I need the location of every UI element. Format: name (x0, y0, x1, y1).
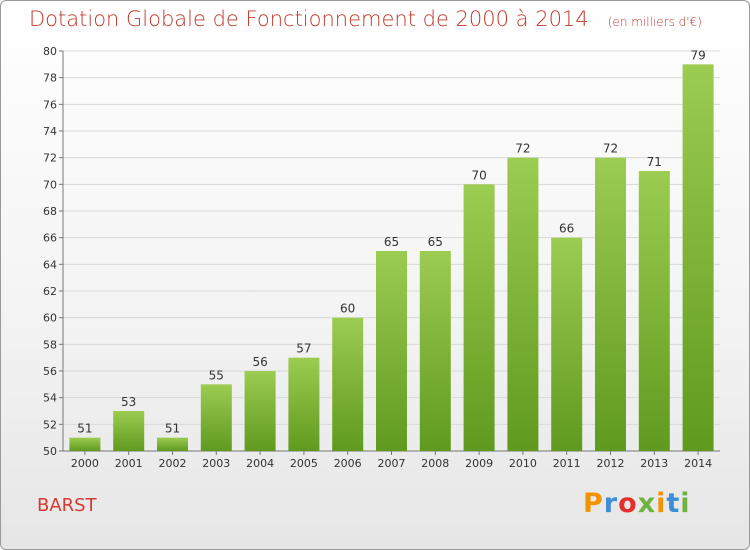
logo-letter: t (666, 488, 681, 519)
y-tick-label: 72 (43, 152, 57, 165)
bar (376, 251, 407, 451)
x-tick-label: 2013 (640, 457, 668, 470)
y-tick-label: 50 (43, 445, 57, 458)
x-tick-label: 2008 (421, 457, 449, 470)
y-tick-label: 74 (43, 125, 57, 138)
bar (200, 384, 232, 451)
y-tick-label: 70 (43, 178, 57, 191)
bars (69, 64, 714, 452)
y-tick-label: 60 (43, 312, 57, 325)
bar (69, 437, 101, 451)
x-tick-label: 2006 (334, 457, 362, 470)
x-tick-label: 2003 (202, 457, 230, 470)
data-label: 65 (384, 235, 399, 249)
y-tick-label: 54 (43, 392, 57, 405)
data-label: 72 (515, 142, 530, 156)
bar (463, 184, 495, 452)
chart-subtitle: (en milliers d'€) (607, 15, 702, 29)
logo-letter: x (637, 488, 657, 519)
logo-letter: P (583, 488, 604, 519)
data-label: 60 (340, 302, 355, 316)
x-tick-label: 2009 (465, 457, 493, 470)
bar (682, 64, 714, 452)
x-tick-label: 2005 (290, 457, 318, 470)
x-tick-label: 2004 (246, 457, 274, 470)
x-tick-label: 2007 (378, 457, 406, 470)
data-label: 57 (296, 342, 311, 356)
x-tick-label: 2011 (553, 457, 581, 470)
y-tick-label: 64 (43, 258, 57, 271)
x-tick-label: 2000 (71, 457, 99, 470)
bar (595, 157, 626, 451)
data-label: 51 (77, 422, 92, 436)
chart-title: Dotation Globale de Fonctionnement de 20… (29, 7, 589, 31)
y-tick-label: 78 (43, 72, 57, 85)
proxiti-logo[interactable]: Proxiti (583, 488, 691, 519)
data-label: 70 (471, 168, 486, 182)
x-tick-label: 2014 (684, 457, 712, 470)
y-tick-label: 58 (43, 338, 57, 351)
x-tick-label: 2010 (509, 457, 537, 470)
y-tick-label: 68 (43, 205, 57, 218)
y-tick-label: 56 (43, 365, 57, 378)
chart-title-block: Dotation Globale de Fonctionnement de 20… (29, 7, 702, 31)
y-tick-label: 76 (43, 98, 57, 111)
data-label: 66 (559, 222, 574, 236)
labels: 50 52 54 56 58 60 62 64 66 68 70 72 74 76 78 80 51 2000 53… (43, 45, 712, 470)
commune-name: BARST (37, 495, 97, 516)
bar (288, 357, 320, 451)
logo-letter: i (680, 488, 691, 519)
y-tick-label: 52 (43, 418, 57, 431)
x-tick-label: 2012 (597, 457, 625, 470)
data-label: 71 (647, 155, 662, 169)
data-label: 72 (603, 142, 618, 156)
data-label: 65 (428, 235, 443, 249)
bar (244, 371, 276, 451)
bar (638, 171, 670, 451)
x-tick-label: 2001 (115, 457, 143, 470)
bar (551, 237, 583, 451)
data-label: 55 (209, 368, 224, 382)
bar (419, 251, 451, 451)
y-tick-label: 80 (43, 45, 57, 58)
data-label: 53 (121, 395, 136, 409)
y-tick-label: 66 (43, 232, 57, 245)
bar (332, 317, 364, 451)
x-tick-label: 2002 (159, 457, 187, 470)
bar (157, 437, 188, 451)
logo-letter: o (618, 488, 638, 519)
logo-letter: r (603, 488, 619, 519)
bar (113, 411, 145, 451)
data-label: 56 (252, 355, 267, 369)
data-label: 79 (690, 48, 705, 62)
y-tick-label: 62 (43, 285, 57, 298)
data-label: 51 (165, 422, 180, 436)
logo-letter: i (656, 488, 667, 519)
bar (507, 157, 539, 451)
